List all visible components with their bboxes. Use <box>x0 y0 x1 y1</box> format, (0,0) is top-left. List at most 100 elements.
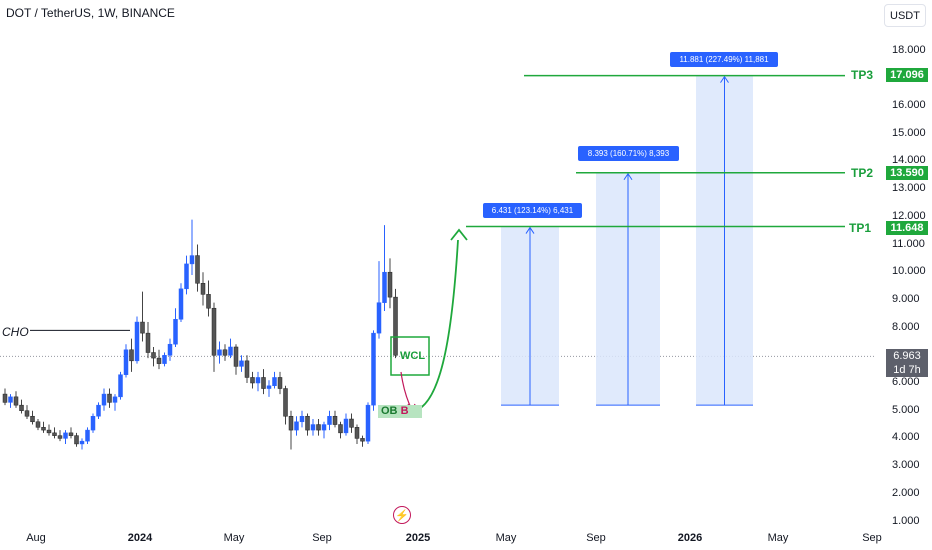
tp3-label: TP3 <box>851 68 874 82</box>
candle-body <box>272 377 277 387</box>
candle-body <box>79 440 85 445</box>
candle-body <box>63 432 68 439</box>
candle-body <box>96 404 101 417</box>
candlestick-chart[interactable] <box>0 0 876 530</box>
projection-label-1: 6.431 (123.14%) 6,431 <box>483 203 582 218</box>
candle-body <box>294 421 299 431</box>
price-tick: 14.000 <box>892 154 926 167</box>
candle-body <box>261 377 266 389</box>
candle-body <box>288 415 294 431</box>
candle-body <box>101 393 107 406</box>
candle-body <box>310 424 316 431</box>
current-price-badge: 6.963 1d 7h <box>886 349 928 377</box>
order-block-label: OB B <box>378 405 422 418</box>
bar-countdown: 1d 7h <box>893 364 921 376</box>
candle-body <box>217 349 222 356</box>
tp1-price-badge: 11.648 <box>886 221 928 235</box>
candle-body <box>349 418 354 428</box>
candle-body <box>68 432 74 436</box>
tp1-label: TP1 <box>849 221 872 235</box>
projected-path <box>409 239 459 413</box>
price-tick: 4.000 <box>892 431 920 444</box>
ob-suffix: B <box>400 405 409 417</box>
candle-body <box>52 432 57 436</box>
price-tick: 18.000 <box>892 43 926 56</box>
price-tick: 1.000 <box>892 514 920 527</box>
candle-body <box>211 307 217 356</box>
projection-label-3: 11.881 (227.49%) 11,881 <box>670 52 778 67</box>
price-tick: 2.000 <box>892 486 920 499</box>
price-tick: 16.000 <box>892 99 926 111</box>
candle-body <box>85 429 90 442</box>
candle-body <box>8 396 13 403</box>
price-tick: 5.000 <box>892 403 920 416</box>
candle-body <box>74 435 79 445</box>
candle-body <box>35 421 41 428</box>
price-tick: 11.000 <box>892 237 925 250</box>
candle-body <box>321 424 327 431</box>
currency-button[interactable]: USDT <box>884 4 926 27</box>
tp2-price-badge: 13.590 <box>886 166 928 180</box>
candle-body <box>140 321 145 334</box>
candle-body <box>277 377 283 389</box>
time-tick: Sep <box>862 532 882 544</box>
candle-body <box>360 438 365 442</box>
candle-body <box>354 427 360 439</box>
time-tick: Aug <box>26 532 46 544</box>
price-tick: 9.000 <box>892 292 920 305</box>
candle-body <box>222 349 228 356</box>
projected-arrowhead <box>450 228 468 241</box>
candle-body <box>41 427 46 431</box>
candle-body <box>316 424 321 431</box>
wcl-label: WCL <box>400 350 426 362</box>
time-tick: 2026 <box>677 532 703 544</box>
candle-body <box>151 352 156 359</box>
candle-body <box>30 415 35 423</box>
candle-body <box>338 424 343 434</box>
candle-body <box>327 415 332 425</box>
candle-body <box>57 435 63 439</box>
time-tick: 2025 <box>405 532 431 544</box>
tp2-label: TP2 <box>851 166 874 180</box>
price-tick: 6.000 <box>892 376 920 388</box>
candle-body <box>233 346 239 367</box>
candle-body <box>167 343 173 356</box>
candle-body <box>365 404 371 442</box>
price-tick: 13.000 <box>892 182 926 195</box>
time-tick: 2024 <box>127 532 153 544</box>
time-tick: Sep <box>586 532 606 544</box>
current-price: 6.963 <box>893 350 921 362</box>
candle-body <box>145 332 151 353</box>
candle-body <box>107 393 112 403</box>
candle-body <box>178 288 184 320</box>
time-tick: Sep <box>312 532 332 544</box>
price-tick: 10.000 <box>892 265 926 278</box>
candle-body <box>382 271 387 303</box>
candle-body <box>299 415 305 423</box>
price-tick: 3.000 <box>892 459 920 472</box>
candle-body <box>206 294 211 309</box>
candle-body <box>387 271 393 298</box>
candle-body <box>112 396 118 403</box>
projection-arrowhead-2 <box>623 172 633 181</box>
candle-body <box>13 396 19 406</box>
candle-body <box>195 255 200 284</box>
price-axis[interactable]: 18.00017.00016.00015.00014.00013.00012.0… <box>876 40 932 540</box>
candle-body <box>46 429 52 434</box>
candle-body <box>173 319 178 345</box>
candle-body <box>118 374 123 398</box>
candle-body <box>305 415 310 431</box>
flash-icon[interactable]: ⚡ <box>393 506 411 524</box>
symbol-title: DOT / TetherUS, 1W, BINANCE <box>6 6 175 20</box>
candle-body <box>283 388 288 417</box>
candle-body <box>250 377 255 384</box>
time-axis[interactable]: Aug 2024 May Sep 2025 May Sep 2026 May Sep <box>0 530 882 550</box>
candle-body <box>2 393 8 403</box>
candle-body <box>184 263 189 290</box>
time-tick: May <box>495 532 517 544</box>
candle-body <box>266 385 272 389</box>
candle-body <box>228 346 233 356</box>
projection-arrowhead-3 <box>720 75 729 83</box>
tp3-price-badge: 17.096 <box>886 68 928 82</box>
candle-body <box>255 377 261 384</box>
